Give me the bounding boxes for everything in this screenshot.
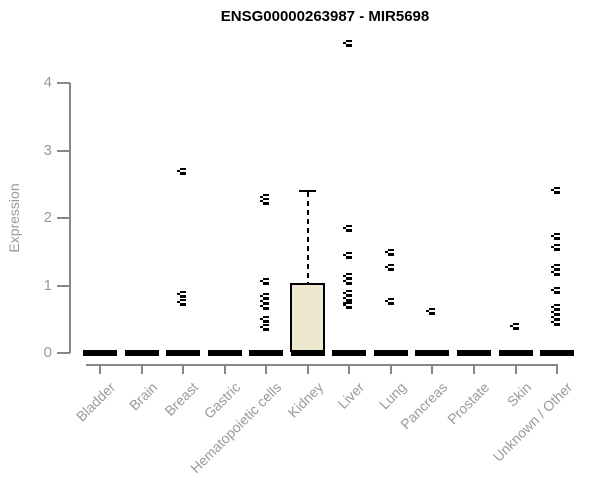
- outlier-point: [343, 294, 353, 302]
- y-axis-tick: [57, 82, 70, 84]
- y-tick-label: 4: [43, 74, 52, 91]
- outlier-point: [343, 225, 353, 233]
- outlier-point: [343, 273, 353, 281]
- x-axis-tick: [514, 366, 517, 374]
- outlier-point: [343, 251, 353, 259]
- x-axis-tick: [556, 366, 559, 374]
- x-tick-label: Liver: [334, 379, 368, 412]
- upper-whisker: [306, 192, 309, 284]
- y-tick-label: 2: [43, 209, 52, 226]
- outlier-point: [260, 277, 270, 285]
- outlier-point: [177, 167, 187, 175]
- outlier-point: [384, 264, 394, 272]
- y-tick-label: 3: [43, 141, 52, 159]
- x-tick-label: Skin: [503, 379, 534, 410]
- x-tick-label: Brain: [125, 379, 160, 414]
- outlier-point: [260, 323, 270, 331]
- y-tick-label: 0: [43, 344, 52, 361]
- outlier-point: [343, 301, 353, 309]
- outlier-point: [343, 277, 353, 285]
- x-tick-label: Prostate: [444, 379, 493, 428]
- x-tick-label: Kidney: [284, 379, 327, 421]
- box-iqr: [290, 283, 326, 352]
- outlier-point: [260, 302, 270, 310]
- outlier-point: [551, 309, 561, 316]
- outlier-point: [551, 286, 561, 294]
- outlier-point: [426, 308, 436, 316]
- outlier-point: [551, 319, 561, 327]
- x-axis-tick: [265, 366, 268, 374]
- x-axis-line: [86, 364, 558, 366]
- median-bar: [498, 350, 533, 356]
- outlier-point: [260, 298, 270, 306]
- y-axis-line: [69, 83, 71, 353]
- outlier-point: [384, 298, 394, 306]
- median-bar: [540, 350, 575, 356]
- x-tick-label: Bladder: [72, 379, 119, 425]
- median-bar: [456, 350, 491, 356]
- outlier-point: [384, 248, 394, 256]
- outlier-point: [551, 232, 561, 240]
- median-bar: [166, 350, 201, 356]
- outlier-point: [551, 304, 561, 312]
- x-axis-tick: [99, 366, 101, 374]
- y-axis-tick: [57, 352, 70, 354]
- outlier-point: [177, 298, 187, 306]
- x-axis-tick: [389, 366, 392, 374]
- outlier-point: [509, 322, 519, 330]
- outlier-point: [177, 290, 187, 298]
- x-tick-label: Lung: [375, 379, 410, 413]
- x-axis-tick: [306, 366, 309, 374]
- x-axis-tick: [472, 366, 475, 374]
- outlier-point: [260, 316, 270, 324]
- median-bar: [332, 350, 367, 356]
- median-bar: [207, 350, 242, 356]
- y-tick-label: 1: [43, 276, 52, 294]
- y-axis-tick: [57, 217, 70, 219]
- median-bar: [373, 350, 408, 356]
- outlier-point: [551, 314, 561, 322]
- y-axis-tick: [57, 284, 70, 287]
- outlier-point: [260, 197, 270, 205]
- x-axis-tick: [140, 366, 143, 374]
- outlier-point: [343, 39, 353, 47]
- x-tick-label: Breast: [161, 379, 202, 419]
- median-bar: [415, 350, 450, 356]
- y-axis-tick: [57, 149, 70, 152]
- median-bar: [124, 350, 159, 356]
- outlier-point: [260, 193, 270, 201]
- median-bar: [290, 350, 325, 356]
- median-bar: [249, 350, 284, 356]
- outlier-point: [260, 292, 270, 300]
- whisker-cap: [299, 190, 317, 192]
- outlier-point: [551, 269, 561, 277]
- outlier-point: [343, 290, 353, 298]
- chart-title: ENSG00000263987 - MIR5698: [220, 8, 430, 25]
- outlier-point: [551, 243, 561, 251]
- x-axis-tick: [431, 366, 434, 374]
- median-bar: [83, 350, 117, 356]
- x-axis-tick: [348, 366, 351, 374]
- x-axis-tick: [223, 366, 226, 374]
- outlier-point: [551, 264, 561, 272]
- x-axis-tick: [182, 366, 185, 374]
- outlier-point: [551, 186, 561, 194]
